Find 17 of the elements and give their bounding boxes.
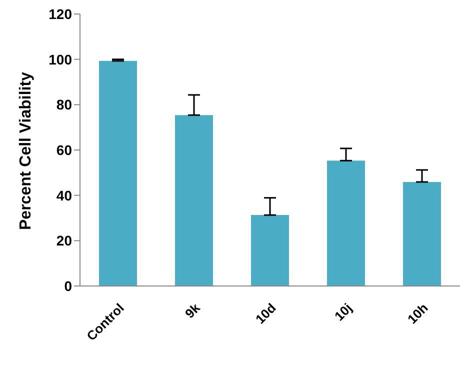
y-tick-label: 40: [56, 187, 72, 204]
y-tick-label: 100: [48, 51, 72, 68]
y-tick-label: 120: [48, 6, 72, 22]
bar: [251, 215, 289, 286]
bar: [99, 60, 137, 286]
bar: [175, 115, 213, 286]
y-tick-label: 80: [56, 96, 72, 113]
x-tick-label: 9k: [182, 300, 204, 322]
y-tick-label: 0: [64, 278, 72, 294]
bar: [403, 182, 441, 286]
y-tick-label: 20: [56, 232, 72, 249]
x-tick-label: 10j: [332, 300, 355, 324]
y-tick-label: 60: [56, 142, 72, 158]
x-tick-label: 10h: [404, 300, 431, 327]
bar: [327, 160, 365, 286]
x-tick-label: 10d: [252, 300, 279, 327]
y-axis-title: Percent Cell Viability: [18, 72, 35, 230]
